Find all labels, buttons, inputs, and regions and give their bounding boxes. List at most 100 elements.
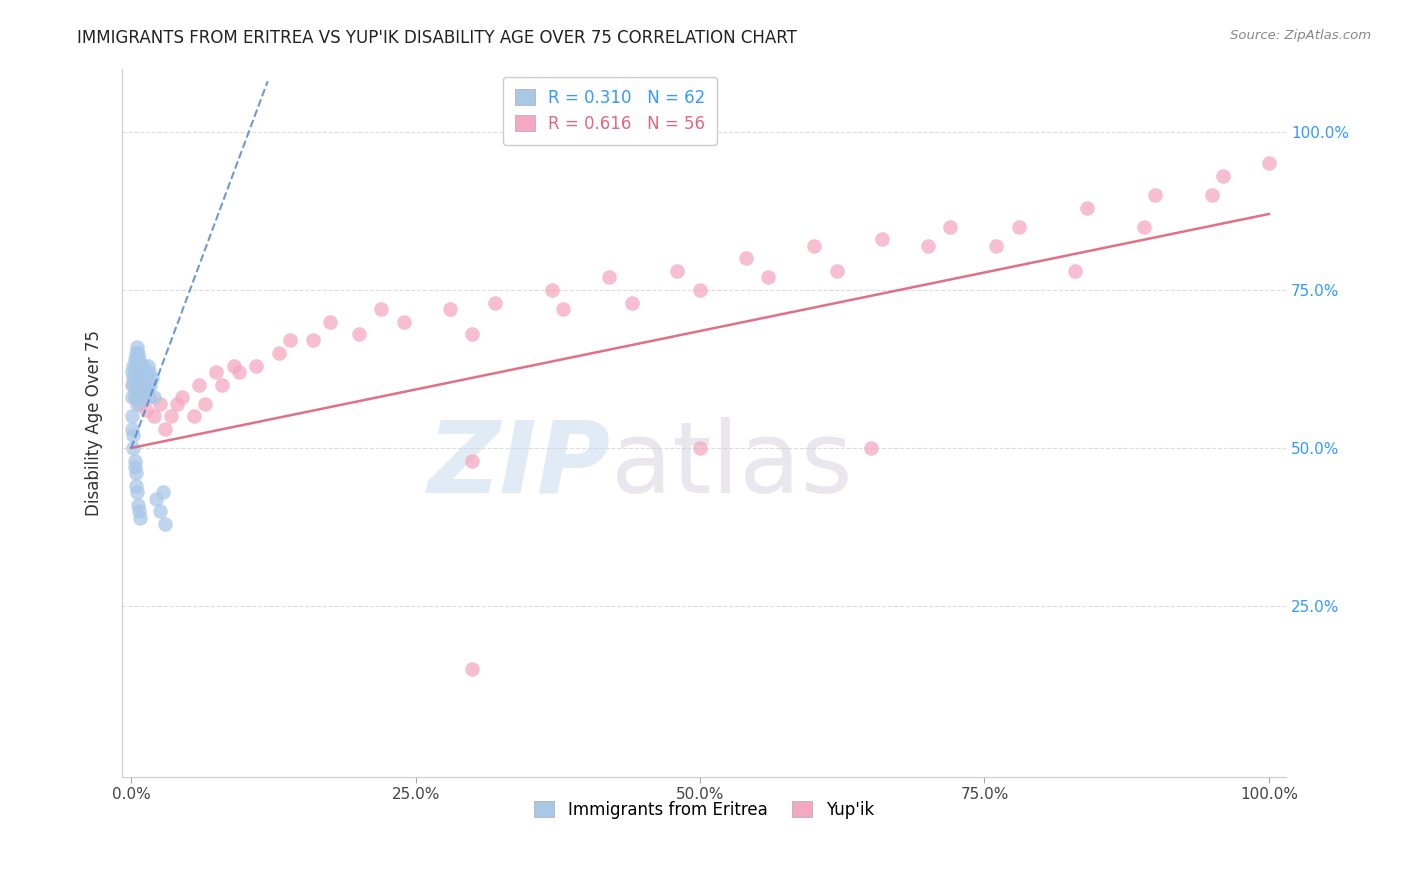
Point	[1212, 169, 1234, 183]
Point	[689, 441, 711, 455]
Point	[124, 365, 146, 379]
Point	[620, 295, 643, 310]
Point	[122, 377, 145, 392]
Point	[128, 352, 150, 367]
Point	[138, 391, 160, 405]
Point	[689, 283, 711, 297]
Point	[129, 391, 152, 405]
Point	[136, 377, 159, 392]
Point	[124, 460, 146, 475]
Point	[131, 359, 153, 373]
Point	[756, 270, 779, 285]
Point	[553, 301, 575, 316]
Point	[128, 397, 150, 411]
Point	[122, 428, 145, 442]
Point	[228, 365, 250, 379]
Point	[128, 384, 150, 398]
Point	[917, 238, 939, 252]
Point	[166, 397, 188, 411]
Point	[125, 365, 148, 379]
Text: IMMIGRANTS FROM ERITREA VS YUP'IK DISABILITY AGE OVER 75 CORRELATION CHART: IMMIGRANTS FROM ERITREA VS YUP'IK DISABI…	[77, 29, 797, 46]
Point	[1064, 264, 1087, 278]
Point	[125, 346, 148, 360]
Point	[142, 391, 165, 405]
Point	[138, 365, 160, 379]
Point	[141, 371, 163, 385]
Point	[439, 301, 461, 316]
Point	[484, 295, 506, 310]
Point	[121, 409, 143, 424]
Point	[666, 264, 689, 278]
Point	[160, 409, 183, 424]
Point	[205, 365, 228, 379]
Point	[131, 365, 153, 379]
Point	[132, 377, 155, 392]
Point	[149, 397, 172, 411]
Point	[127, 346, 149, 360]
Point	[125, 340, 148, 354]
Point	[598, 270, 620, 285]
Point	[121, 377, 143, 392]
Point	[245, 359, 267, 373]
Point	[131, 377, 153, 392]
Point	[1201, 188, 1223, 202]
Point	[122, 359, 145, 373]
Point	[222, 359, 245, 373]
Point	[267, 346, 290, 360]
Point	[984, 238, 1007, 252]
Point	[302, 334, 325, 348]
Point	[127, 498, 149, 512]
Point	[136, 371, 159, 385]
Point	[1132, 219, 1154, 234]
Point	[139, 377, 162, 392]
Point	[319, 314, 342, 328]
Point	[461, 662, 484, 676]
Point	[124, 391, 146, 405]
Point	[124, 453, 146, 467]
Text: ZIP: ZIP	[427, 417, 610, 514]
Point	[1007, 219, 1029, 234]
Point	[183, 409, 205, 424]
Point	[939, 219, 962, 234]
Y-axis label: Disability Age Over 75: Disability Age Over 75	[86, 330, 103, 516]
Point	[127, 371, 149, 385]
Point	[131, 371, 153, 385]
Point	[125, 365, 148, 379]
Point	[134, 371, 156, 385]
Text: Source: ZipAtlas.com: Source: ZipAtlas.com	[1230, 29, 1371, 42]
Point	[461, 327, 484, 342]
Point	[370, 301, 392, 316]
Point	[132, 365, 155, 379]
Point	[125, 352, 148, 367]
Point	[124, 352, 146, 367]
Point	[825, 264, 848, 278]
Point	[392, 314, 415, 328]
Point	[280, 334, 302, 348]
Point	[129, 510, 152, 524]
Point	[127, 391, 149, 405]
Point	[125, 467, 148, 481]
Point	[125, 397, 148, 411]
Point	[135, 377, 157, 392]
Point	[149, 504, 172, 518]
Point	[211, 377, 233, 392]
Point	[142, 409, 165, 424]
Point	[125, 479, 148, 493]
Point	[870, 232, 893, 246]
Point	[124, 391, 146, 405]
Point	[129, 359, 152, 373]
Point	[155, 422, 177, 436]
Point	[127, 359, 149, 373]
Point	[734, 252, 756, 266]
Text: atlas: atlas	[610, 417, 852, 514]
Point	[128, 504, 150, 518]
Point	[461, 453, 484, 467]
Point	[125, 371, 148, 385]
Point	[134, 384, 156, 398]
Point	[188, 377, 211, 392]
Point	[541, 283, 564, 297]
Point	[122, 371, 145, 385]
Point	[121, 391, 143, 405]
Point	[859, 441, 882, 455]
Point	[1257, 156, 1279, 170]
